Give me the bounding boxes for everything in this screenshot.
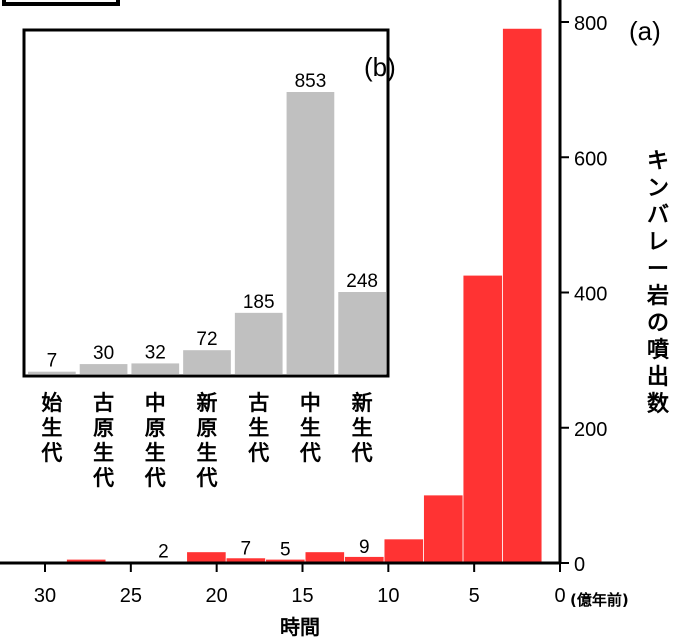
main-bar — [502, 28, 542, 563]
y-tick-label: 400 — [574, 284, 607, 306]
inset-bar — [28, 371, 76, 374]
main-bar-series — [66, 28, 542, 563]
main-bar — [226, 558, 266, 563]
inset-category-label: 中生代 — [299, 391, 321, 465]
inset-category-label: 新原生代 — [196, 391, 218, 490]
inset-bar-series — [28, 92, 386, 374]
inset-bar-label: 853 — [295, 71, 327, 92]
x-tick-label: 30 — [34, 585, 56, 607]
main-bar — [384, 539, 424, 563]
inset-bar-label: 248 — [346, 271, 378, 292]
y-tick-label: 800 — [574, 13, 607, 35]
main-bar — [187, 552, 226, 563]
x-tick-label: 0 — [554, 585, 565, 607]
main-bar — [266, 559, 305, 563]
main-data-labels: 2 7 5 9 — [158, 537, 369, 563]
y-tick-label: 200 — [574, 419, 607, 441]
inset-bar-label: 72 — [196, 329, 217, 350]
inset-bar — [234, 312, 283, 374]
main-bar — [305, 552, 345, 563]
inset-frame — [22, 28, 390, 378]
inset-bar-label: 32 — [145, 342, 166, 363]
main-bar-label: 2 — [158, 542, 169, 563]
main-panel-label: (a) — [629, 16, 661, 46]
inset-bar-label: 30 — [93, 343, 114, 364]
inset-panel-label: (b) — [364, 52, 396, 82]
inset-data-labels: 7 30 32 72 185 853 248 — [47, 71, 378, 372]
main-bar-label: 7 — [241, 538, 252, 559]
x-tick-label: 25 — [120, 585, 142, 607]
inset-bar — [131, 363, 180, 374]
main-bar — [463, 275, 503, 563]
y-axis-label: キンバレー岩の噴出数 — [646, 149, 670, 417]
main-bar-label: 9 — [359, 537, 370, 558]
inset-category-label: 中原生代 — [144, 391, 166, 490]
inset-bar — [183, 350, 231, 374]
inset-bar-label: 7 — [47, 351, 58, 372]
main-bar — [344, 556, 384, 563]
main-bar — [423, 495, 463, 563]
x-tick-label: 20 — [206, 585, 228, 607]
x-tick-label: 15 — [291, 585, 313, 607]
inset-category-labels: 始生代 古原生代 中原生代 新原生代 古生代 中生代 新生代 — [40, 391, 372, 490]
main-bar — [66, 559, 106, 563]
x-tick-label: 5 — [469, 585, 480, 607]
inset-bar-label: 185 — [243, 292, 275, 313]
y-tick-label: 0 — [574, 554, 585, 576]
inset-bar — [79, 364, 128, 374]
x-axis-label: 時間 — [280, 615, 320, 639]
inset-bar — [338, 292, 386, 374]
x-axis-unit: (億年前) — [570, 591, 629, 609]
x-tick-label: 10 — [377, 585, 399, 607]
inset-category-label: 古生代 — [247, 391, 269, 465]
inset-bar — [286, 92, 335, 374]
main-x-ticks: 30 25 20 15 10 5 0 — [34, 563, 566, 607]
inset-category-label: 始生代 — [40, 391, 62, 465]
main-bar-label: 5 — [280, 540, 291, 561]
frame-corner-mark — [2, 0, 120, 6]
y-tick-label: 600 — [574, 148, 607, 170]
inset-category-label: 新生代 — [351, 391, 373, 465]
inset-category-label: 古原生代 — [92, 391, 114, 490]
main-y-ticks: 0 200 400 600 800 — [560, 13, 607, 576]
